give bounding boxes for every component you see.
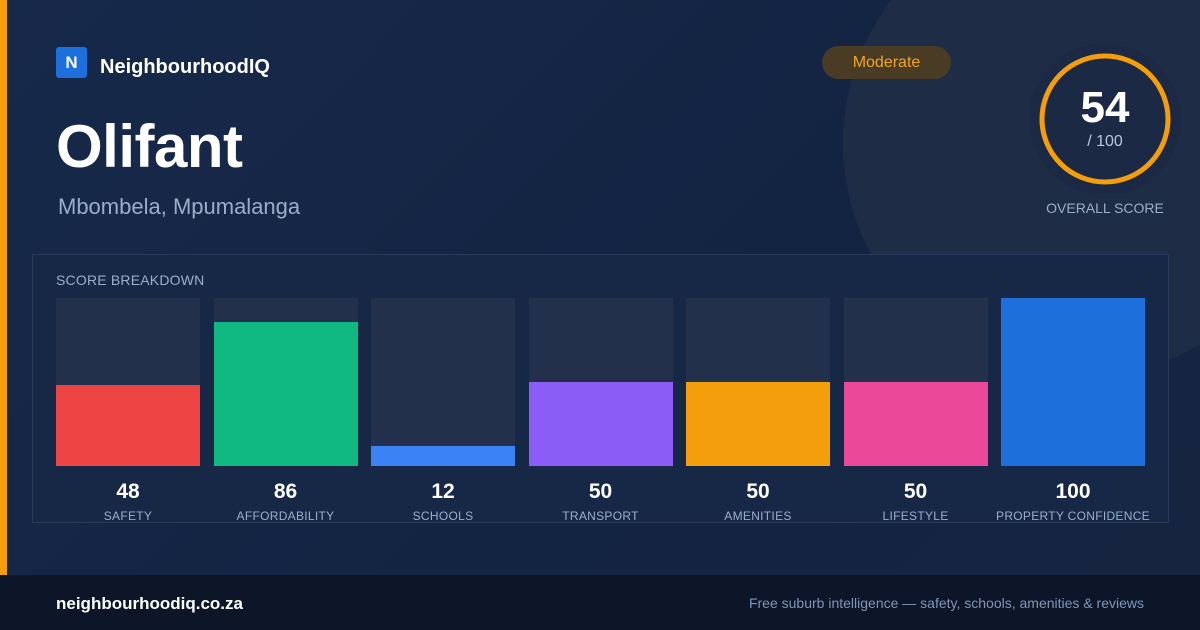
card-background: N NeighbourhoodIQ Olifant Mbombela, Mpum… bbox=[0, 0, 1200, 575]
accent-strip bbox=[0, 0, 7, 575]
brand[interactable]: N NeighbourhoodIQ bbox=[56, 46, 270, 79]
bar-fill bbox=[528, 382, 673, 466]
overall-score-value: 54 bbox=[1080, 83, 1130, 132]
bar-value-label: 12 bbox=[431, 480, 455, 503]
footer: neighbourhoodiq.co.za Free suburb intell… bbox=[0, 575, 1200, 630]
bar-track bbox=[213, 298, 358, 466]
footer-tagline: Free suburb intelligence — safety, schoo… bbox=[748, 595, 1144, 611]
score-breakdown-panel: SCORE BREAKDOWN 48 SAFETY 86 AFFORDABILITY 1… bbox=[32, 254, 1169, 523]
suburb-title: Olifant bbox=[56, 113, 243, 180]
bar-track bbox=[1001, 298, 1145, 466]
bar-track bbox=[528, 298, 673, 466]
bar-value-label: 48 bbox=[116, 480, 140, 503]
bar-category-label: AFFORDABILITY bbox=[236, 509, 335, 523]
overall-score-label: OVERALL SCORE bbox=[1046, 200, 1164, 216]
bar-fill bbox=[371, 445, 515, 466]
bar-category-label: TRANSPORT bbox=[562, 509, 639, 523]
bar-value-label: 100 bbox=[1055, 480, 1091, 503]
breakdown-title: SCORE BREAKDOWN bbox=[56, 272, 205, 288]
overall-score-ring: 54 / 100 bbox=[1029, 43, 1181, 195]
score-ring-graphic bbox=[1029, 43, 1181, 195]
bar-category-label: SCHOOLS bbox=[412, 509, 474, 523]
bar-track bbox=[686, 298, 830, 466]
bar-value-label: 50 bbox=[746, 480, 770, 503]
rating-badge: Moderate bbox=[822, 46, 951, 79]
bar-value-label: 50 bbox=[903, 480, 928, 503]
bar-category-label: PROPERTY CONFIDENCE bbox=[996, 509, 1150, 523]
bar-fill bbox=[686, 382, 830, 466]
bar-value-label: 86 bbox=[273, 480, 298, 503]
brand-logo-icon: N bbox=[56, 47, 87, 78]
bar-fill bbox=[1001, 298, 1145, 466]
bar-category-label: SAFETY bbox=[103, 509, 153, 523]
bar-category-label: AMENITIES bbox=[724, 509, 792, 523]
bar-track bbox=[843, 298, 988, 466]
bar-track bbox=[56, 298, 200, 466]
suburb-location: Mbombela, Mpumalanga bbox=[58, 194, 301, 219]
bar-fill bbox=[843, 382, 988, 466]
bar-track bbox=[371, 298, 515, 466]
bar-fill bbox=[213, 321, 358, 466]
bar-category-label: LIFESTYLE bbox=[882, 509, 949, 523]
footer-site-link[interactable]: neighbourhoodiq.co.za bbox=[56, 594, 243, 613]
bar-value-label: 50 bbox=[588, 480, 613, 503]
bar-fill bbox=[56, 385, 200, 466]
brand-name: NeighbourhoodIQ bbox=[100, 56, 270, 78]
overall-score-denominator: / 100 bbox=[1087, 133, 1123, 150]
